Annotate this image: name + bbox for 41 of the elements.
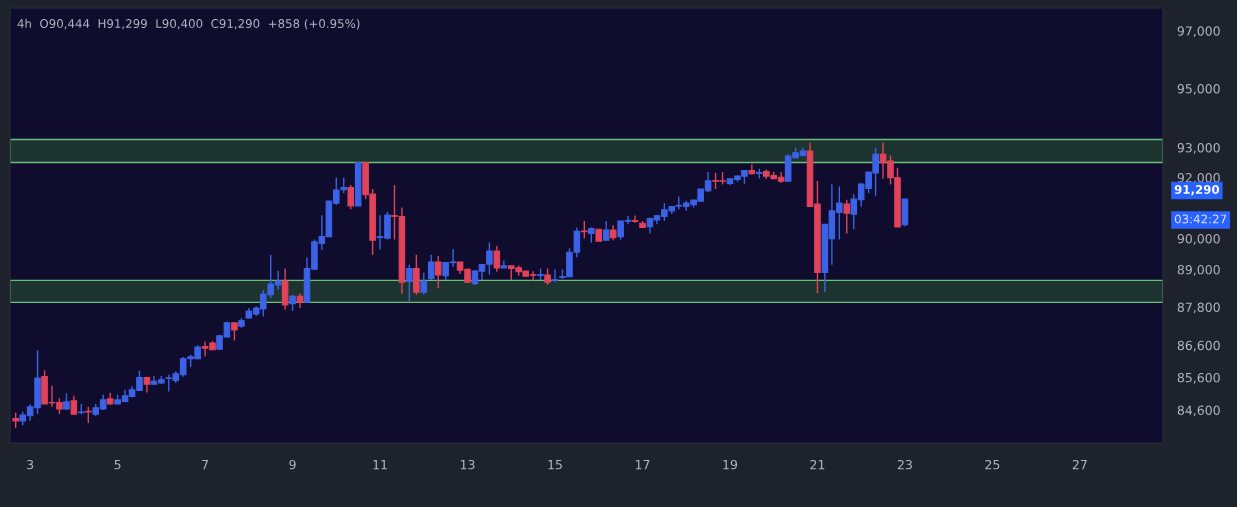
text: 4h O90,444 H91,299 L90,400 C91,290 +858 (+0.95%) xyxy=(17,18,360,30)
x-tick-label: 5 xyxy=(114,460,121,470)
candlestick xyxy=(406,263,413,302)
x-tick-label: 19 xyxy=(723,459,738,470)
y-tick-label: 92,000 xyxy=(1177,172,1220,184)
y-tick-label: 89,000 xyxy=(1177,264,1220,276)
candlestick xyxy=(427,254,435,281)
x-tick-label: 13 xyxy=(460,459,475,470)
y-tick-label: 87,800 xyxy=(1177,302,1220,314)
candlestick xyxy=(347,184,355,210)
y-tick-label: 84,600 xyxy=(1177,405,1220,417)
y-tick-label: 85,600 xyxy=(1177,372,1220,384)
x-tick-label: 25 xyxy=(985,459,1000,470)
candlestick xyxy=(231,321,238,342)
candlestick xyxy=(602,220,610,241)
x-tick-label: 11 xyxy=(373,460,387,470)
x-tick-label: 23 xyxy=(897,459,912,470)
y-tick-label: 86,600 xyxy=(1177,340,1220,352)
y-tick-label: 95,000 xyxy=(1177,84,1220,95)
candlestick xyxy=(500,259,508,269)
candlestick xyxy=(434,255,442,289)
x-tick-label: 21 xyxy=(810,459,825,470)
x-tick-label: 17 xyxy=(635,460,650,470)
candlestick xyxy=(551,268,559,283)
x-tick-label: 27 xyxy=(1072,459,1087,470)
text: 91,290 xyxy=(1174,185,1220,196)
x-tick-label: 15 xyxy=(548,460,562,470)
candlestick xyxy=(493,245,501,273)
y-tick-label: 97,000 xyxy=(1177,26,1220,37)
text: 03:42:27 xyxy=(1174,214,1227,224)
x-tick-label: 9 xyxy=(289,459,296,470)
x-tick-label: 7 xyxy=(202,460,208,470)
candlestick xyxy=(631,214,639,224)
x-tick-label: 3 xyxy=(27,459,34,470)
candlestick xyxy=(748,163,756,176)
y-tick-label: 90,000 xyxy=(1177,233,1220,245)
candlestick xyxy=(281,267,289,311)
candlestick xyxy=(413,254,420,296)
candlestick xyxy=(420,272,428,296)
y-tick-label: 93,000 xyxy=(1177,143,1220,154)
candlestick xyxy=(843,199,851,235)
